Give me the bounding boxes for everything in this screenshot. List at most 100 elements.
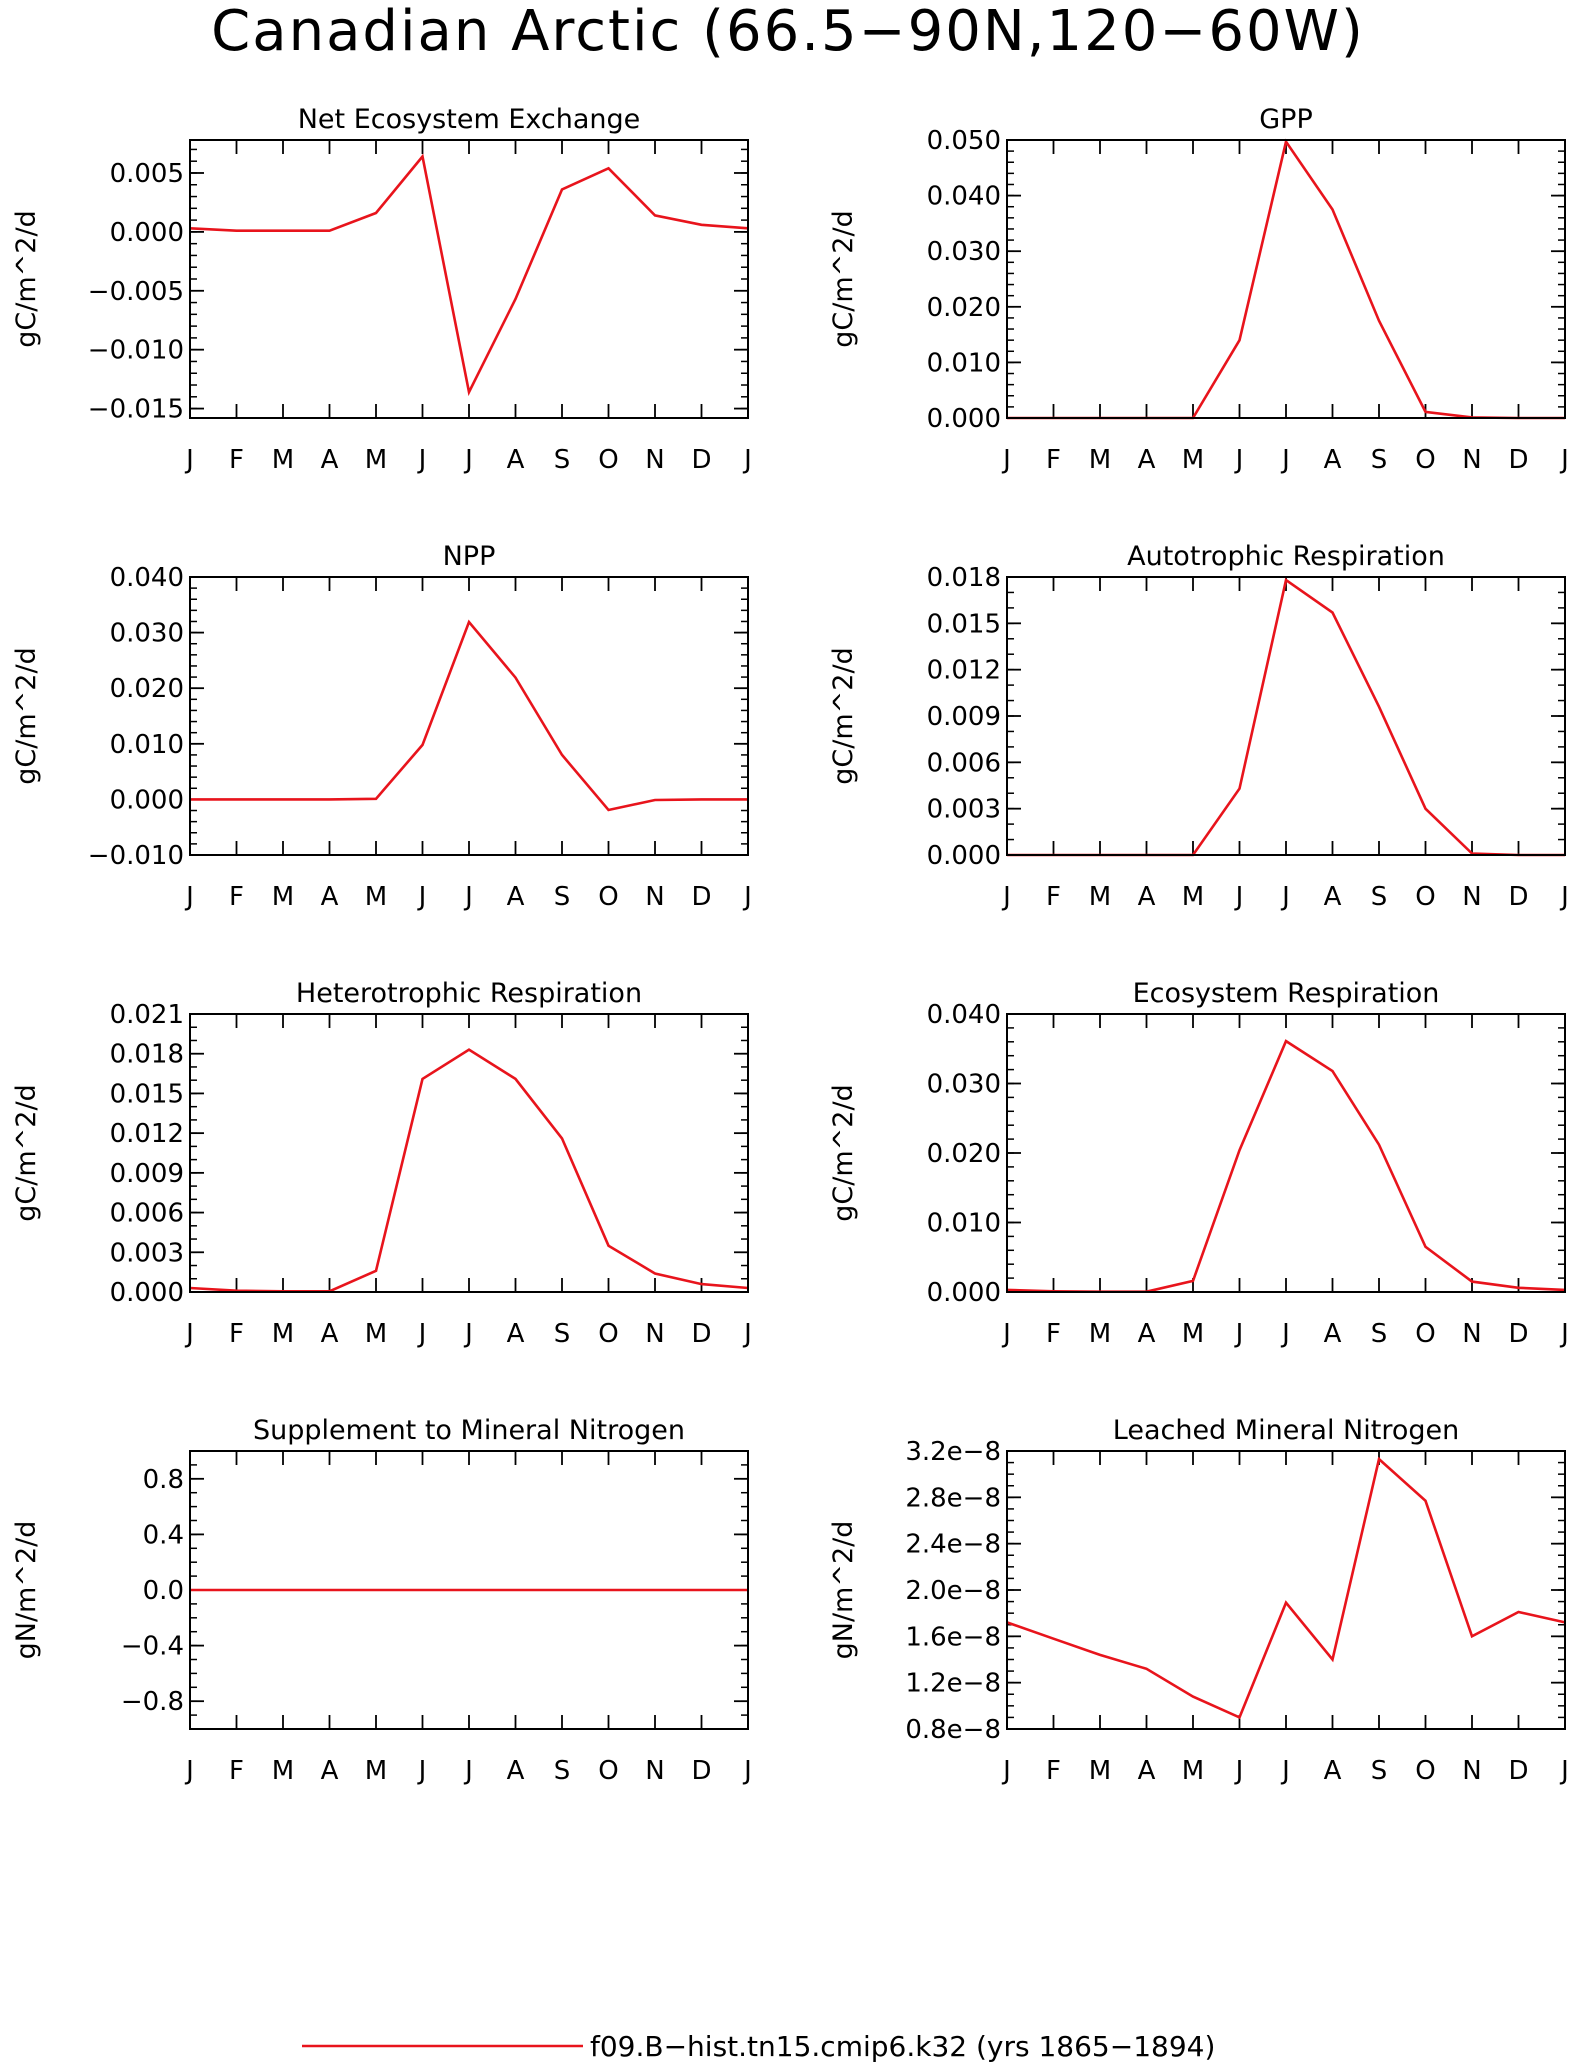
panel-title: Net Ecosystem Exchange: [298, 104, 641, 135]
x-tick-label: J: [1559, 1756, 1569, 1786]
x-tick-label: N: [1462, 1319, 1481, 1349]
x-tick-label: N: [1462, 882, 1481, 912]
x-tick-label: M: [365, 882, 387, 912]
x-tick-label: F: [229, 1756, 244, 1786]
y-tick-label: −0.015: [88, 395, 184, 425]
x-tick-label: M: [272, 882, 294, 912]
x-tick-label: J: [1559, 445, 1569, 475]
plot-frame: [189, 1450, 749, 1730]
x-tick-label: M: [1089, 1319, 1111, 1349]
y-tick-label: 0.000: [927, 1278, 1001, 1308]
x-tick-label: S: [554, 445, 571, 475]
x-tick-label: A: [321, 445, 339, 475]
series-line: [1006, 1039, 1566, 1293]
y-tick-label: 2.4e−8: [905, 1530, 1001, 1560]
x-tick-label: F: [1046, 1319, 1061, 1349]
y-tick-label: 0.000: [110, 1278, 184, 1308]
series-line: [1007, 138, 1565, 420]
y-tick-label: 0.012: [110, 1119, 184, 1149]
legend-label: f09.B−hist.tn15.cmip6.k32 (yrs 1865−1894…: [590, 2030, 1215, 2063]
panel-title: GPP: [1259, 104, 1313, 135]
x-tick-label: F: [229, 445, 244, 475]
panel-title: Heterotrophic Respiration: [296, 978, 642, 1009]
y-tick-label: 0.018: [927, 563, 1001, 593]
panel-2: NPP gC/m^2/d 0.040 0.030 0.020 0.010 0.000 −0.0…: [11, 541, 752, 912]
y-tick-label: 0.040: [110, 563, 184, 593]
x-tick-label: O: [598, 882, 618, 912]
y-tick-label: 0.006: [927, 748, 1001, 778]
plot-frame: [189, 576, 749, 856]
x-tick-label: J: [184, 882, 194, 912]
panel-title: Leached Mineral Nitrogen: [1113, 1415, 1459, 1446]
panel-title: Autotrophic Respiration: [1127, 541, 1445, 572]
y-tick-label: 0.8: [143, 1465, 184, 1495]
figure-title: Canadian Arctic (66.5−90N,120−60W): [211, 0, 1365, 64]
panel-3: Autotrophic Respiration gC/m^2/d 0.018 0.01…: [828, 541, 1569, 912]
panels-container: Net Ecosystem Exchange gC/m^2/d 0.005 0.000…: [11, 104, 1569, 1786]
x-tick-label: N: [645, 882, 664, 912]
x-tick-label: J: [184, 1756, 194, 1786]
y-tick-label: 0.040: [927, 1000, 1001, 1030]
panel-6: Supplement to Mineral Nitrogen gN/m^2/d 0.…: [11, 1415, 752, 1786]
y-tick-label: 0.030: [927, 1070, 1001, 1100]
x-tick-label: J: [184, 445, 194, 475]
x-tick-label: S: [1371, 882, 1388, 912]
y-tick-label: 0.010: [927, 348, 1001, 378]
y-tick-label: 0.003: [110, 1238, 184, 1268]
x-tick-label: J: [184, 1319, 194, 1349]
x-tick-label: A: [1138, 1756, 1156, 1786]
x-tick-label: F: [1046, 445, 1061, 475]
y-tick-label: 0.010: [110, 730, 184, 760]
x-tick-label: A: [1138, 1319, 1156, 1349]
x-tick-label: D: [1508, 1756, 1528, 1786]
x-tick-label: A: [1138, 445, 1156, 475]
x-tick-label: F: [229, 1319, 244, 1349]
y-tick-label: 1.6e−8: [905, 1622, 1001, 1652]
x-tick-label: A: [1138, 882, 1156, 912]
y-tick-label: 0.009: [927, 702, 1001, 732]
y-axis-label: gC/m^2/d: [11, 647, 42, 784]
x-tick-label: N: [645, 1756, 664, 1786]
y-axis-label: gC/m^2/d: [828, 210, 859, 347]
y-tick-label: 0.000: [110, 218, 184, 248]
y-tick-label: 0.050: [927, 126, 1001, 156]
x-tick-label: J: [1280, 445, 1290, 475]
y-tick-label: −0.010: [88, 336, 184, 366]
y-tick-label: 0.000: [927, 841, 1001, 871]
x-tick-label: N: [645, 1319, 664, 1349]
x-tick-label: J: [417, 1319, 427, 1349]
x-tick-label: M: [272, 1756, 294, 1786]
x-tick-label: O: [598, 1756, 618, 1786]
x-tick-label: N: [1462, 445, 1481, 475]
x-tick-label: M: [1089, 1756, 1111, 1786]
x-tick-label: J: [1234, 882, 1244, 912]
y-tick-label: 0.000: [927, 404, 1001, 434]
x-tick-label: J: [1280, 882, 1290, 912]
x-tick-label: J: [1001, 1319, 1011, 1349]
panel-title: Supplement to Mineral Nitrogen: [253, 1415, 685, 1446]
x-tick-label: M: [365, 1319, 387, 1349]
y-tick-label: 0.012: [927, 656, 1001, 686]
x-tick-label: A: [321, 1756, 339, 1786]
x-tick-label: A: [507, 445, 525, 475]
x-tick-label: J: [1001, 445, 1011, 475]
y-tick-label: 0.006: [110, 1199, 184, 1229]
panel-title: NPP: [443, 541, 496, 572]
x-tick-label: J: [417, 1756, 427, 1786]
y-tick-label: 3.2e−8: [905, 1437, 1001, 1467]
x-tick-label: J: [742, 1319, 752, 1349]
x-tick-label: S: [1371, 1319, 1388, 1349]
y-tick-label: −0.010: [88, 841, 184, 871]
x-tick-label: S: [1371, 1756, 1388, 1786]
x-tick-label: J: [463, 1319, 473, 1349]
y-tick-label: 0.030: [927, 237, 1001, 267]
x-tick-label: J: [1234, 1756, 1244, 1786]
y-tick-label: 0.020: [110, 674, 184, 704]
x-tick-label: M: [365, 445, 387, 475]
y-tick-label: 0.020: [927, 293, 1001, 323]
x-tick-label: D: [691, 882, 711, 912]
panel-1: GPP gC/m^2/d 0.050 0.040 0.030 0.020 0.010 0.00…: [828, 104, 1569, 475]
y-axis-label: gC/m^2/d: [11, 1084, 42, 1221]
y-tick-label: 0.021: [110, 1000, 184, 1030]
y-tick-label: 0.030: [110, 619, 184, 649]
